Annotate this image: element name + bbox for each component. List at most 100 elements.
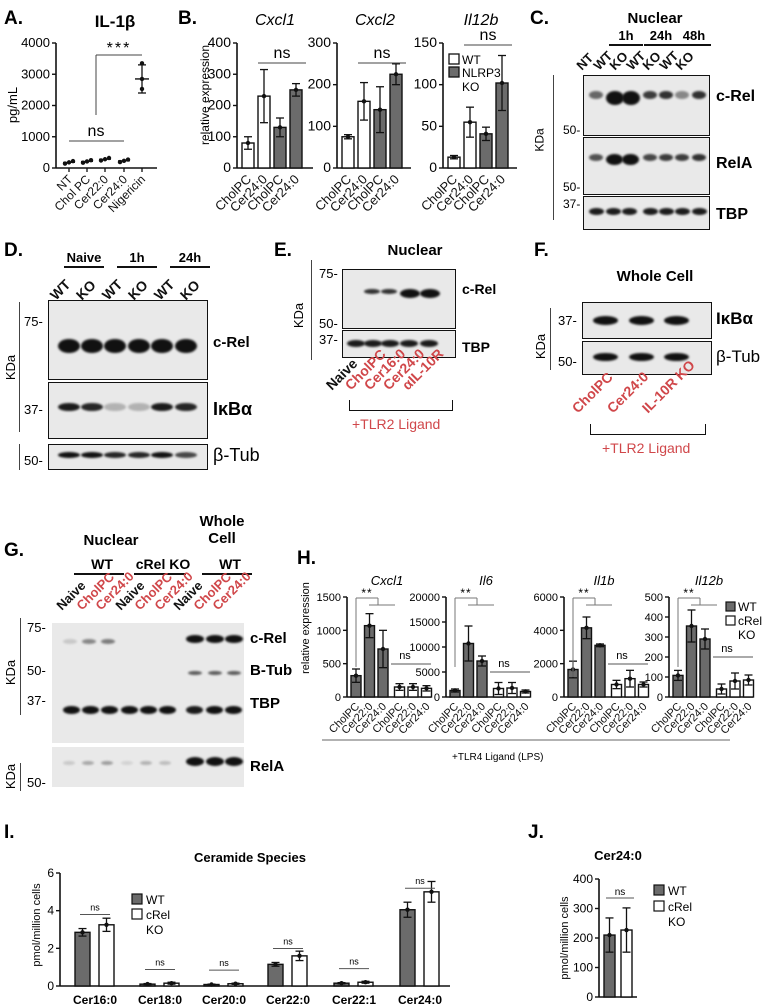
chart-title: Il1b bbox=[594, 573, 615, 588]
panel-label-b: B. bbox=[178, 8, 197, 29]
ikba-blot bbox=[582, 302, 712, 339]
whole-cell-header: Whole Cell bbox=[199, 513, 245, 547]
data-point bbox=[139, 61, 145, 66]
chart-title: Cer24:0 bbox=[594, 848, 642, 863]
y-tick-label: 10000 bbox=[409, 642, 440, 654]
y-tick-label: 4000 bbox=[21, 35, 50, 50]
cer24-bar-chart: Cer24:0 pmol/million cells 0 100 200 300 400 ns… bbox=[559, 848, 692, 1004]
c-rel-blot bbox=[342, 269, 456, 329]
protein-label: β-Tub bbox=[716, 347, 761, 366]
y-tick-label: 6 bbox=[47, 866, 54, 880]
ns-annotation: ns bbox=[219, 958, 229, 968]
kda-bracket bbox=[19, 302, 20, 432]
rela-band bbox=[101, 761, 113, 765]
protein-band bbox=[659, 91, 673, 99]
significance-annotation: *** bbox=[107, 40, 132, 57]
y-tick-label: 200 bbox=[573, 931, 593, 945]
kda-label: KDa bbox=[532, 128, 547, 152]
y-tick-label: 20000 bbox=[409, 592, 440, 604]
data-point bbox=[139, 86, 145, 92]
protein-band bbox=[128, 403, 150, 411]
tbp-band bbox=[159, 706, 176, 714]
protein-band bbox=[58, 403, 80, 411]
protein-band bbox=[364, 340, 382, 347]
protein-band bbox=[400, 289, 420, 298]
protein-label: c-Rel bbox=[462, 281, 497, 297]
time-group-label: 1h bbox=[618, 28, 634, 43]
data-point bbox=[245, 140, 251, 146]
protein-band bbox=[629, 316, 654, 325]
tbp-band bbox=[121, 706, 138, 714]
ns-annotation: ns bbox=[721, 643, 733, 655]
panel-label-a: A. bbox=[4, 8, 23, 29]
legend-ko: NLRP3 bbox=[462, 66, 501, 80]
lane-label: WT bbox=[98, 276, 126, 303]
y-tick-label: 1000 bbox=[21, 129, 50, 144]
y-tick-label: 100 bbox=[414, 76, 438, 92]
tbp-band bbox=[140, 706, 157, 714]
y-tick-label: 300 bbox=[208, 65, 232, 81]
treatment-bracket bbox=[349, 400, 453, 411]
protein-band bbox=[151, 339, 173, 353]
panel-f-title: Whole Cell bbox=[616, 268, 694, 285]
c-rel-band bbox=[186, 635, 204, 643]
panel-label-g: G. bbox=[4, 540, 25, 561]
molecular-weight-marker: 37- bbox=[319, 332, 338, 347]
molecular-weight-marker: 75- bbox=[24, 314, 43, 329]
data-point bbox=[607, 932, 612, 938]
kda-bracket bbox=[20, 618, 21, 715]
bar bbox=[289, 89, 303, 169]
panel-label-d: D. bbox=[4, 240, 23, 261]
y-tick-label: 1500 bbox=[317, 592, 341, 604]
kda-bracket bbox=[553, 75, 554, 220]
molecular-weight-marker: 75- bbox=[319, 266, 338, 281]
protein-label: RelA bbox=[716, 155, 753, 172]
protein-band bbox=[58, 452, 80, 458]
data-point bbox=[405, 907, 410, 912]
panel-label-f: F. bbox=[534, 240, 549, 261]
ligand-label: +TLR2 Ligand bbox=[602, 440, 691, 456]
rela-band bbox=[206, 757, 224, 766]
protein-band bbox=[175, 339, 197, 353]
data-point bbox=[479, 658, 485, 664]
y-tick-label: 0 bbox=[434, 692, 440, 704]
protein-label: β-Tub bbox=[213, 445, 260, 465]
x-tick-label: Cer20:0 bbox=[202, 993, 246, 1007]
protein-band bbox=[151, 403, 173, 411]
protein-label: TBP bbox=[716, 206, 748, 223]
chart-title: Cxcl1 bbox=[255, 12, 295, 29]
data-point bbox=[297, 953, 302, 959]
ns-annotation: ns bbox=[155, 958, 165, 968]
data-point bbox=[429, 889, 434, 895]
molecular-weight-marker: 50- bbox=[563, 180, 581, 194]
y-tick-label: 4 bbox=[47, 904, 54, 918]
rela-band bbox=[159, 761, 171, 765]
y-tick-label: 1000 bbox=[317, 625, 341, 637]
bar bbox=[389, 73, 403, 169]
rela-band bbox=[63, 761, 75, 765]
molecular-weight-marker: 50- bbox=[319, 316, 338, 331]
ns-annotation: ns bbox=[274, 45, 291, 62]
protein-label: TBP bbox=[250, 695, 280, 712]
protein-band bbox=[151, 452, 173, 458]
data-point bbox=[624, 927, 629, 933]
panel-f-western-blot: IκBα β-Tub 37- 50- KDa CholPC Cer24:0 IL-10R KO… bbox=[530, 260, 768, 480]
data-point bbox=[380, 646, 386, 652]
kda-label: KDa bbox=[533, 333, 549, 360]
protein-band bbox=[675, 208, 690, 215]
ns-annotation: ns bbox=[349, 957, 359, 967]
data-point bbox=[702, 636, 708, 642]
group-label: WT bbox=[91, 556, 113, 572]
data-point bbox=[641, 682, 646, 687]
protein-band bbox=[381, 289, 397, 294]
data-point bbox=[466, 641, 471, 646]
chart-title: Cxcl1 bbox=[371, 573, 404, 588]
panel-label-c: C. bbox=[530, 8, 549, 29]
tbp-band bbox=[63, 706, 80, 714]
data-point bbox=[746, 677, 751, 683]
group-underline bbox=[644, 44, 678, 46]
data-point bbox=[496, 686, 501, 691]
kda-bracket bbox=[550, 308, 551, 370]
ceramide-species-bar-chart: Ceramide Species pmol/million cells 0 2 4 6 Ce… bbox=[31, 850, 450, 1007]
significance-annotation: ** bbox=[460, 586, 471, 600]
